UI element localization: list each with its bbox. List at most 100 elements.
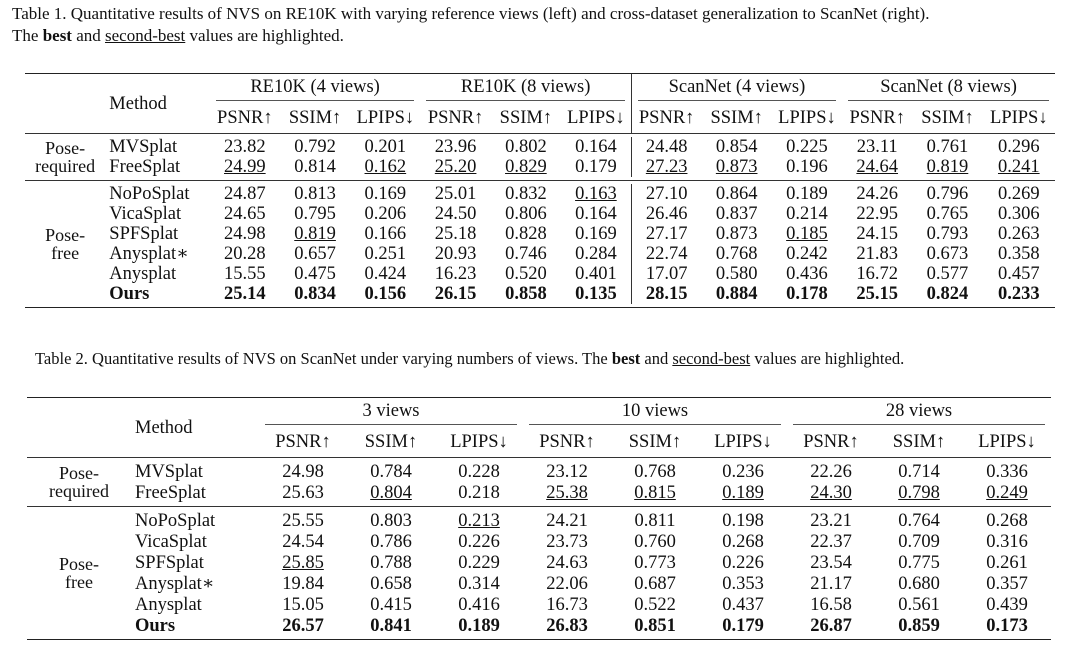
value-cell: 0.793 bbox=[926, 224, 969, 244]
table1: Method RE10K (4 views) RE10K (8 views) Scan… bbox=[25, 73, 1055, 308]
value-cell: 25.18 bbox=[434, 224, 477, 244]
table2-caption-text: Table 2. Quantitative results of NVS on … bbox=[35, 349, 608, 368]
group-header: 28 views bbox=[787, 398, 1051, 427]
table-row: Anysplat∗ 20.28 0.657 0.251 20.93 0.746 0.284 2… bbox=[25, 244, 1055, 264]
value-cell: 0.179 bbox=[575, 157, 617, 177]
table-rule bbox=[25, 73, 1055, 74]
value-cell: 20.28 bbox=[224, 244, 266, 264]
metric-header: PSNR↑ bbox=[539, 432, 595, 452]
method-name: VicaSplat bbox=[109, 204, 182, 224]
metric-header: LPIPS↓ bbox=[450, 432, 508, 452]
value-cell: 0.156 bbox=[364, 284, 407, 304]
table1-caption-tail: values are highlighted. bbox=[189, 26, 344, 45]
value-cell: 0.163 bbox=[575, 184, 617, 204]
value-cell: 0.268 bbox=[722, 531, 764, 552]
value-cell: 0.189 bbox=[722, 482, 764, 503]
table-rule bbox=[25, 180, 1055, 181]
value-cell: 0.760 bbox=[634, 531, 676, 552]
value-cell: 26.83 bbox=[546, 615, 588, 636]
value-cell: 0.658 bbox=[370, 573, 412, 594]
section-label-line: free bbox=[65, 572, 93, 592]
value-cell: 0.798 bbox=[898, 482, 940, 503]
method-name: MVSplat bbox=[135, 461, 203, 482]
value-cell: 0.819 bbox=[294, 224, 336, 244]
group-header: 10 views bbox=[523, 398, 787, 427]
table-row: Ours 25.14 0.834 0.156 26.15 0.858 0.135 28.15 0… bbox=[25, 284, 1055, 304]
value-cell: 0.269 bbox=[997, 184, 1040, 204]
table-row: FreeSplat 25.63 0.804 0.218 25.38 0.815 0.189 2… bbox=[27, 482, 1051, 503]
table1-caption-best: best bbox=[42, 26, 72, 45]
value-cell: 0.169 bbox=[575, 224, 617, 244]
table-row: Anysplat 15.55 0.475 0.424 16.23 0.520 0.401 17… bbox=[25, 264, 1055, 284]
value-cell: 0.873 bbox=[715, 224, 758, 244]
value-cell: 0.306 bbox=[997, 204, 1040, 224]
value-cell: 0.834 bbox=[294, 284, 336, 304]
table-row: Pose-free NoPoSplat 24.87 0.813 0.169 25.01 0.… bbox=[25, 184, 1055, 262]
table-row: Pose-required MVSplat 23.82 0.792 0.201 23.96… bbox=[25, 137, 1055, 175]
value-cell: 24.26 bbox=[856, 184, 899, 204]
value-cell: 25.38 bbox=[546, 482, 588, 503]
value-cell: 0.178 bbox=[786, 284, 828, 304]
method-name: FreeSplat bbox=[109, 157, 181, 177]
table-row: SPFSplat 24.98 0.819 0.166 25.18 0.828 0.169 27… bbox=[25, 224, 1055, 244]
value-cell: 0.214 bbox=[786, 204, 828, 224]
value-cell: 0.164 bbox=[575, 137, 617, 157]
value-cell: 0.824 bbox=[926, 284, 969, 304]
value-cell: 0.746 bbox=[505, 244, 547, 264]
value-cell: 0.358 bbox=[997, 244, 1040, 264]
method-name: Anysplat bbox=[109, 264, 177, 284]
value-cell: 0.229 bbox=[458, 552, 500, 573]
group-header: RE10K (8 views) bbox=[420, 74, 631, 103]
method-name: NoPoSplat bbox=[109, 184, 190, 204]
value-cell: 25.85 bbox=[282, 552, 324, 573]
value-cell: 23.73 bbox=[546, 531, 588, 552]
value-cell: 0.436 bbox=[786, 264, 828, 284]
value-cell: 0.765 bbox=[926, 204, 969, 224]
method-name: SPFSplat bbox=[135, 552, 204, 573]
method-name: VicaSplat bbox=[135, 531, 207, 552]
metric-header: PSNR↑ bbox=[803, 432, 859, 452]
value-cell: 24.87 bbox=[224, 184, 266, 204]
value-cell: 26.87 bbox=[810, 615, 852, 636]
value-cell: 0.803 bbox=[370, 510, 412, 531]
method-name: Anysplat∗ bbox=[135, 573, 215, 594]
metric-header: PSNR↑ bbox=[217, 108, 273, 128]
value-cell: 0.520 bbox=[505, 264, 547, 284]
method-header: Method bbox=[109, 93, 167, 114]
value-cell: 0.218 bbox=[458, 482, 500, 503]
value-cell: 19.84 bbox=[282, 573, 324, 594]
value-cell: 0.401 bbox=[575, 264, 617, 284]
metric-header: PSNR↑ bbox=[427, 108, 484, 128]
value-cell: 24.65 bbox=[224, 204, 266, 224]
section-label-line: Pose- bbox=[45, 138, 86, 158]
value-cell: 0.709 bbox=[898, 531, 940, 552]
value-cell: 25.55 bbox=[282, 510, 324, 531]
value-cell: 0.859 bbox=[898, 615, 940, 636]
value-cell: 24.48 bbox=[630, 137, 702, 157]
value-cell: 0.241 bbox=[997, 157, 1040, 177]
metric-header: SSIM↑ bbox=[364, 432, 418, 452]
method-name: Anysplat bbox=[135, 594, 202, 615]
value-cell: 0.424 bbox=[364, 264, 407, 284]
section-label-line: required bbox=[49, 481, 109, 501]
value-cell: 24.15 bbox=[856, 224, 899, 244]
metric-header: LPIPS↓ bbox=[356, 108, 415, 128]
value-cell: 0.841 bbox=[370, 615, 412, 636]
value-cell: 15.05 bbox=[282, 594, 324, 615]
value-cell: 0.832 bbox=[505, 184, 547, 204]
value-cell: 0.225 bbox=[786, 137, 828, 157]
table1-caption-second-best: second-best bbox=[105, 26, 186, 45]
value-cell: 26.57 bbox=[282, 615, 324, 636]
value-cell: 0.249 bbox=[986, 482, 1028, 503]
value-cell: 16.58 bbox=[810, 594, 852, 615]
value-cell: 0.811 bbox=[634, 510, 676, 531]
value-cell: 23.21 bbox=[810, 510, 852, 531]
value-cell: 0.353 bbox=[722, 573, 764, 594]
value-cell: 0.829 bbox=[505, 157, 547, 177]
value-cell: 0.815 bbox=[634, 482, 676, 503]
section-label-line: Pose- bbox=[59, 554, 99, 574]
metric-header: LPIPS↓ bbox=[778, 108, 836, 128]
metric-header: SSIM↑ bbox=[921, 108, 974, 128]
value-cell: 24.50 bbox=[434, 204, 477, 224]
table-rule bbox=[27, 457, 1051, 458]
